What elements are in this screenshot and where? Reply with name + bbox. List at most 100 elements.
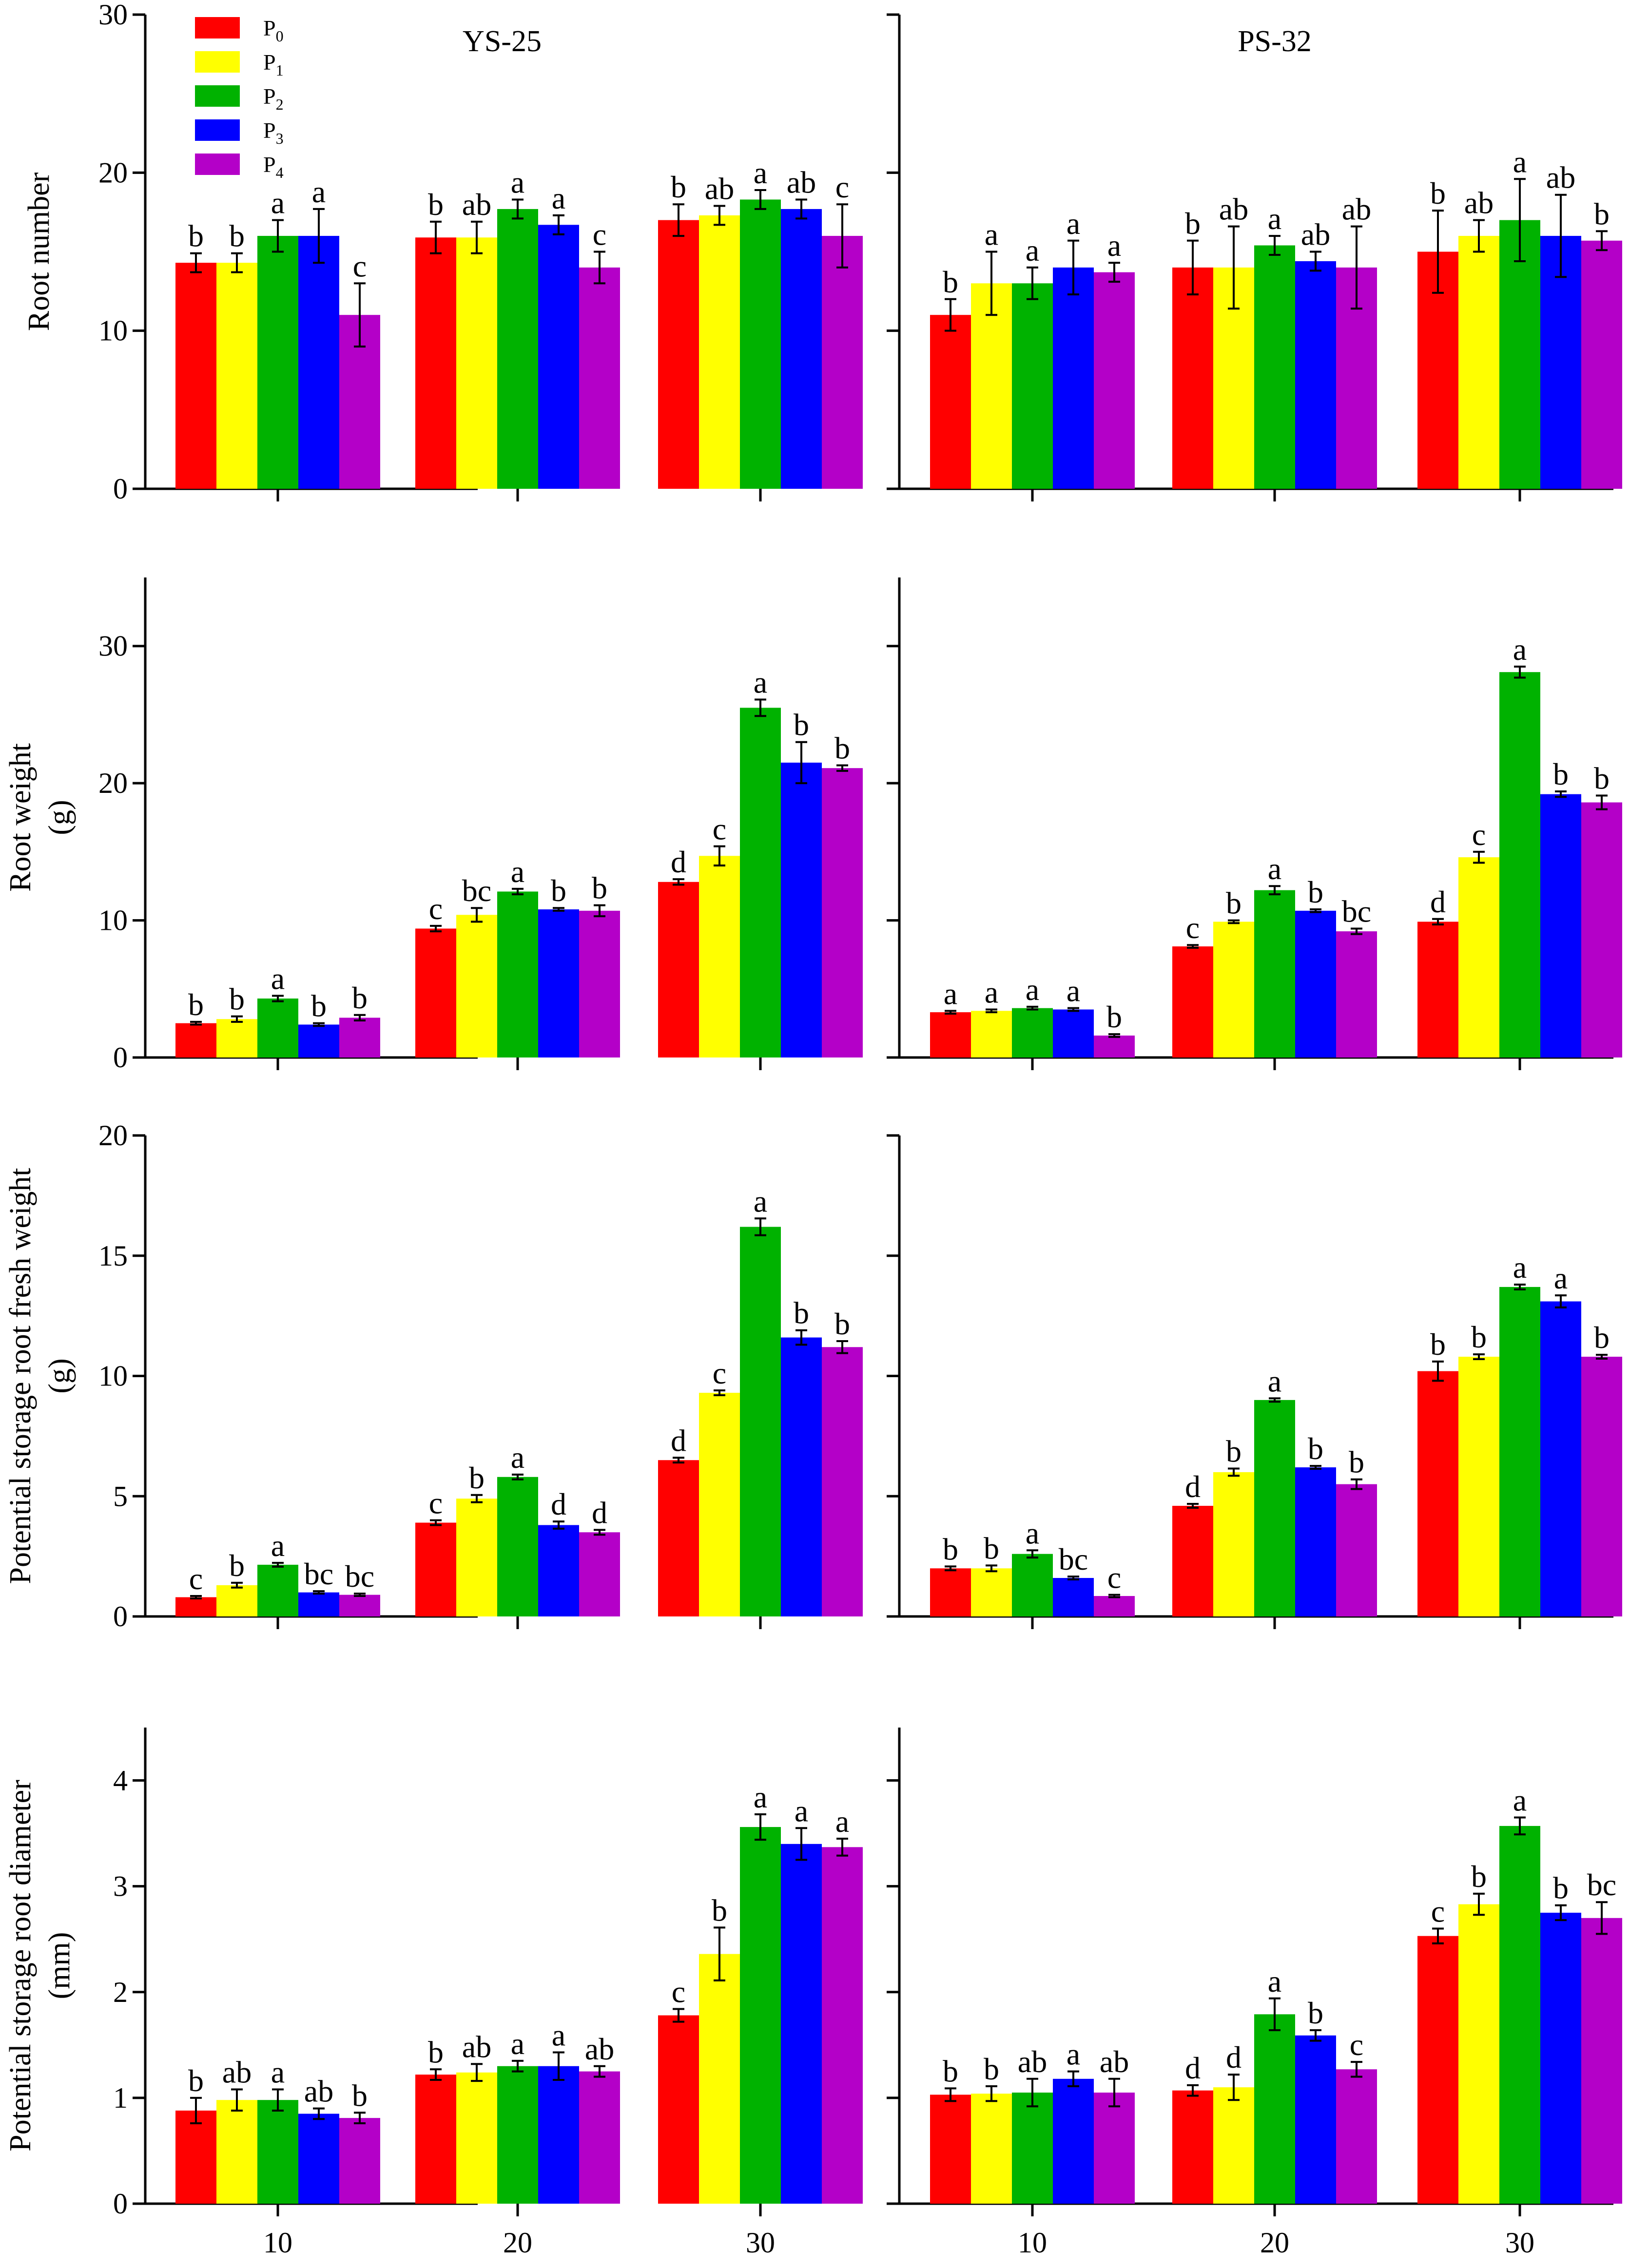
- significance-letter: ab: [304, 2074, 333, 2109]
- bar-P3-20: [1295, 910, 1336, 1057]
- legend-label: P0: [263, 16, 284, 45]
- bar-P2-30: [1499, 220, 1540, 489]
- legend-label: P1: [263, 50, 284, 79]
- bar-P3-20: [1295, 261, 1336, 489]
- y-tick-label: 2: [113, 1976, 128, 2008]
- bar-P4-20: [1336, 1484, 1377, 1616]
- bar-P3-20: [538, 2066, 579, 2204]
- significance-letter: b: [469, 1461, 485, 1495]
- significance-letter: c: [429, 1486, 443, 1520]
- significance-letter: a: [1107, 228, 1121, 263]
- significance-letter: b: [188, 219, 204, 253]
- significance-letter: b: [671, 170, 686, 204]
- y-tick-label: 30: [98, 0, 128, 31]
- significance-letter: b: [428, 2035, 444, 2069]
- bar-P2-10: [1012, 1008, 1053, 1057]
- bar-P1-10: [971, 1568, 1012, 1616]
- bar-P1-10: [216, 1585, 257, 1616]
- legend-label-subscript: 1: [276, 61, 284, 79]
- bar-P2-20: [497, 1477, 538, 1616]
- bar-P0-30: [658, 1460, 699, 1616]
- significance-letter: c: [1350, 2027, 1363, 2062]
- bar-P2-30: [1499, 672, 1540, 1057]
- bar-P0-30: [1417, 1936, 1458, 2204]
- significance-letter: b: [1553, 757, 1569, 791]
- bar-P1-10: [216, 263, 257, 489]
- significance-letter: a: [1268, 1364, 1281, 1398]
- significance-letter: d: [551, 1487, 566, 1521]
- significance-letter: b: [1349, 1445, 1364, 1480]
- bar-P2-30: [740, 1827, 781, 2204]
- significance-letter: d: [671, 1423, 686, 1458]
- significance-letter: b: [229, 982, 245, 1017]
- significance-letter: b: [188, 987, 204, 1022]
- significance-letter: b: [1430, 176, 1446, 211]
- bar-P0-10: [930, 1568, 971, 1616]
- significance-letter: b: [1471, 1320, 1487, 1354]
- x-tick-label: 20: [1260, 2227, 1289, 2259]
- bar-P4-10: [1094, 272, 1135, 489]
- legend-label-base: P: [263, 152, 276, 177]
- y-tick-label: 0: [113, 473, 128, 505]
- significance-letter: d: [1185, 2051, 1201, 2085]
- bar-P3-10: [1053, 1009, 1094, 1057]
- bar-P1-30: [1458, 1357, 1499, 1616]
- bar-P0-10: [930, 2095, 971, 2204]
- significance-letter: ab: [462, 2029, 491, 2064]
- significance-letter: c: [713, 1356, 726, 1390]
- bar-P0-20: [1172, 1505, 1213, 1616]
- bar-P4-10: [339, 1595, 380, 1616]
- significance-letter: b: [984, 2052, 999, 2086]
- significance-letter: c: [189, 1561, 203, 1596]
- significance-letter: a: [511, 2026, 524, 2061]
- bar-P4-20: [1336, 931, 1377, 1057]
- x-tick-label: 10: [1018, 2227, 1047, 2259]
- significance-letter: ab: [462, 187, 491, 222]
- significance-letter: c: [1107, 1560, 1121, 1595]
- significance-letter: a: [1513, 1783, 1527, 1818]
- bar-P2-20: [497, 209, 538, 489]
- significance-letter: b: [1594, 196, 1610, 231]
- significance-letter: b: [794, 708, 809, 742]
- significance-letter: ab: [1018, 2044, 1047, 2079]
- bar-P0-20: [415, 2075, 456, 2204]
- bar-P1-20: [456, 915, 497, 1057]
- bar-P3-20: [538, 1525, 579, 1616]
- panel-title: PS-32: [1238, 25, 1312, 58]
- bar-P0-30: [658, 2015, 699, 2204]
- significance-letter: ab: [1219, 192, 1248, 227]
- significance-letter: b: [1308, 1431, 1323, 1466]
- x-tick-label: 30: [746, 2227, 775, 2259]
- bar-P3-20: [538, 225, 579, 489]
- legend-label: P3: [263, 118, 284, 147]
- significance-letter: b: [834, 1307, 850, 1341]
- significance-letter: a: [754, 1184, 767, 1218]
- significance-letter: b: [1594, 761, 1610, 795]
- significance-letter: a: [1513, 1250, 1527, 1285]
- bar-P3-10: [298, 236, 339, 489]
- significance-letter: a: [1268, 851, 1281, 886]
- panel-title: YS-25: [463, 25, 542, 58]
- significance-letter: c: [1431, 1894, 1445, 1929]
- bar-P1-30: [699, 1954, 740, 2204]
- bar-P1-30: [699, 1393, 740, 1616]
- significance-letter: a: [271, 1528, 285, 1563]
- significance-letter: a: [552, 2018, 565, 2053]
- y-tick-label: 20: [98, 156, 128, 189]
- y-tick-label: 0: [113, 2188, 128, 2220]
- bar-P0-20: [1172, 267, 1213, 489]
- bar-P1-30: [699, 215, 740, 489]
- significance-letter: b: [794, 1296, 809, 1330]
- significance-letter: ab: [787, 165, 816, 199]
- bar-P2-10: [1012, 2093, 1053, 2204]
- significance-letter: a: [754, 155, 767, 190]
- bar-P2-10: [257, 1564, 298, 1616]
- significance-letter: d: [1185, 1469, 1201, 1504]
- legend-swatch-P2: [195, 85, 240, 107]
- significance-letter: a: [754, 665, 767, 699]
- significance-letter: d: [592, 1495, 607, 1530]
- significance-letter: a: [511, 854, 524, 889]
- y-tick-label: 20: [98, 767, 128, 799]
